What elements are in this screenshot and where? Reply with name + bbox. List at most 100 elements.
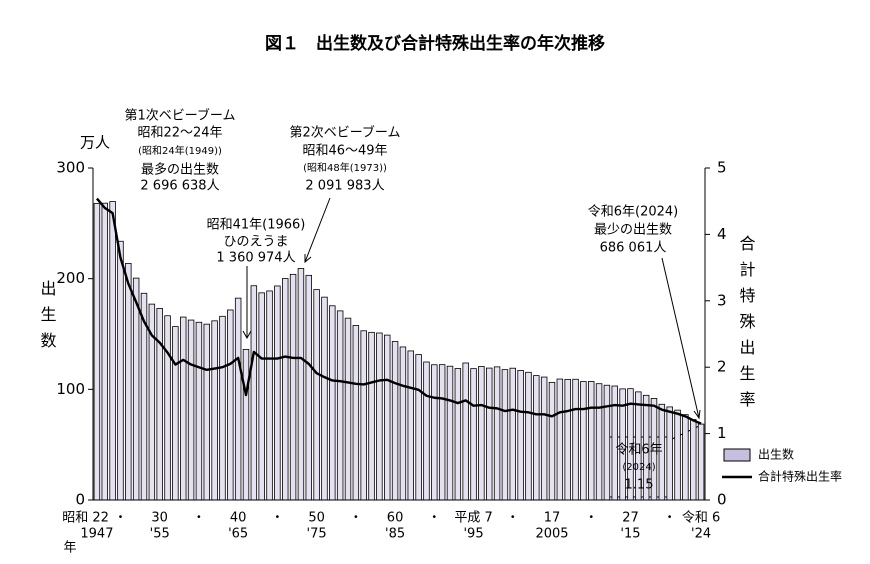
bar [101, 202, 108, 501]
x-tick-label: 平成 7 [454, 511, 492, 526]
bar [517, 370, 524, 501]
annotation: 昭和41年(1966) [207, 218, 306, 233]
bar [423, 361, 430, 501]
x-tick-label: 40 [230, 511, 247, 526]
bar [407, 350, 414, 501]
y-tick-label: 300 [56, 159, 85, 177]
x-tick-label: 30 [151, 511, 168, 526]
bar [666, 406, 673, 501]
x-tick-label-western: '65 [228, 527, 248, 542]
y2-tick-label: 3 [717, 291, 727, 309]
x-tick-label-western: '95 [463, 527, 483, 542]
annotation: 昭和22〜24年 [137, 126, 222, 141]
bar [203, 323, 210, 501]
x-tick-label-western: 1947 [80, 527, 113, 542]
bar [572, 378, 579, 501]
annotation: 令和6年(2024) [588, 205, 679, 220]
annotation: 第1次ベビーブーム [124, 108, 235, 124]
bar [156, 308, 163, 501]
bar [509, 367, 516, 501]
bar [321, 296, 328, 501]
x-tick-label-western: '85 [385, 527, 405, 542]
bar [195, 321, 203, 501]
bar [595, 383, 603, 501]
bar [462, 362, 469, 501]
bar [603, 384, 611, 501]
bar [682, 414, 689, 501]
bar [376, 332, 383, 501]
bar [697, 423, 705, 501]
bar [446, 365, 454, 501]
bar [431, 364, 438, 501]
bar [384, 334, 391, 501]
bar [368, 331, 375, 501]
annotation: (昭和48年(1973)) [303, 161, 387, 174]
y2-tick-label: 4 [717, 225, 727, 243]
x-tick-label: 昭和 22 [62, 511, 109, 526]
bar [274, 285, 281, 501]
x-tick-label: 60 [387, 511, 404, 526]
bar [486, 367, 493, 501]
bar [125, 262, 132, 501]
annotation: 令和6年 [615, 443, 662, 458]
annotation: 2 696 638人 [140, 179, 219, 194]
x-tick-label: 50 [308, 511, 325, 526]
y2-tick-label: 0 [717, 491, 727, 509]
y-unit: 万人 [80, 134, 110, 152]
bar [399, 346, 407, 501]
bar [132, 277, 140, 501]
annotation: 1.15 [625, 478, 654, 493]
bar [690, 419, 697, 501]
x-tick-label: ・ [428, 511, 441, 526]
bar [219, 315, 226, 501]
annotation: 第2次ベビーブーム [289, 125, 400, 141]
bar [266, 290, 273, 501]
bar [415, 354, 422, 501]
bar [556, 378, 564, 501]
bar [329, 305, 336, 501]
bar [478, 366, 485, 501]
annotation: 1 360 974人 [216, 251, 295, 266]
bar [164, 315, 171, 501]
annotation: 2 091 983人 [305, 179, 384, 194]
bar [117, 240, 124, 501]
annotation: 最少の出生数 [594, 223, 672, 238]
legend-swatch [723, 448, 751, 462]
y2-tick-label: 2 [717, 358, 727, 376]
annotation: (昭和24年(1949)) [138, 144, 222, 157]
bar [580, 381, 587, 501]
bar [493, 366, 501, 501]
x-tick-label-western: '75 [307, 527, 327, 542]
bar [187, 319, 195, 501]
annotation: 最多の出生数 [141, 162, 219, 178]
bar [109, 201, 116, 501]
bar [336, 310, 344, 501]
bar [674, 409, 681, 501]
bar [548, 381, 556, 501]
y2-tick-label: 1 [717, 424, 727, 442]
x-tick-label: ・ [585, 511, 598, 526]
y2-tick-label: 5 [717, 159, 727, 177]
x-tick-label: ・ [663, 511, 676, 526]
y-axis-label: 出生数 [38, 280, 57, 358]
bar [211, 320, 218, 501]
bar [258, 292, 265, 501]
bar [344, 317, 352, 501]
bar [438, 364, 446, 501]
x-tick-label-western: '24 [691, 527, 711, 542]
bar [360, 330, 367, 501]
y-tick-label: 100 [56, 380, 85, 398]
bar [352, 325, 360, 501]
legend-label: 合計特殊出生率 [758, 469, 842, 484]
x-tick-label: ・ [506, 511, 519, 526]
annotation: (2024) [622, 462, 655, 473]
bar [501, 369, 509, 501]
bar [313, 289, 320, 501]
bar [540, 376, 548, 501]
x-unit: 年 [63, 541, 76, 556]
annotation: ひのえうま [223, 235, 288, 250]
annotation: 686 061人 [600, 241, 667, 256]
x-tick-label-western: '55 [150, 527, 170, 542]
rate-line [96, 197, 702, 425]
